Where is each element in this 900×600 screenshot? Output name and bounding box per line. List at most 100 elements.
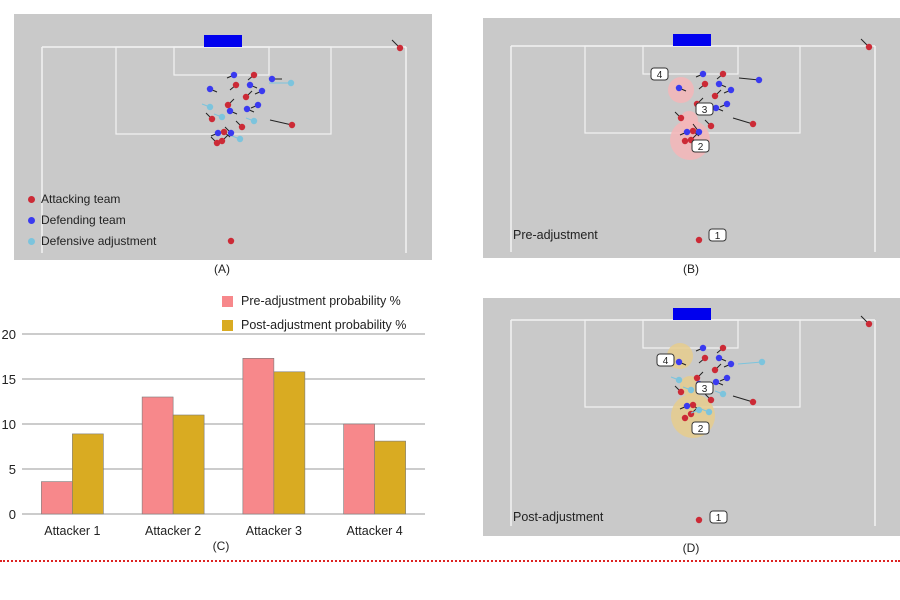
attacker-dot-2 <box>208 115 216 123</box>
attacker-far <box>749 398 757 406</box>
dotted-divider <box>0 560 900 562</box>
pitch-a-svg <box>41 35 407 253</box>
defender-dot-3 <box>723 374 731 382</box>
penalty-box <box>115 46 332 135</box>
danger-zone-3 <box>680 376 700 396</box>
attacker-dot-3 <box>689 401 697 409</box>
bar-post-attacker-3 <box>273 371 306 515</box>
attacker-label-2-box <box>691 139 710 153</box>
adjusted-near-2 <box>695 406 703 414</box>
pre-adjustment-note: Pre-adjustment <box>513 228 598 242</box>
defender-dot-3 <box>723 100 731 108</box>
attacker-far-direction <box>732 117 754 125</box>
attacker-edge <box>213 139 221 147</box>
legend-post-series: Post-adjustment probability % <box>222 318 406 332</box>
bar-pre-attacker-1 <box>41 481 73 515</box>
attacker-dot-4 <box>707 122 715 130</box>
x-tick-label: Attacker 4 <box>346 524 402 538</box>
defender-dot-3 <box>254 101 262 109</box>
six-yard-box <box>642 319 739 349</box>
caption-c: (C) <box>212 539 230 553</box>
pitch-d-svg: 2 3 4 1 <box>510 308 876 526</box>
attacker-deep <box>227 237 235 245</box>
defender-dot-7 <box>727 86 735 94</box>
attacker-label-2-text: 2 <box>698 142 704 153</box>
defender-dot-7 <box>727 360 735 368</box>
defender-dot-5 <box>683 402 691 410</box>
attacker-1 <box>695 516 703 524</box>
defender-dot-6 <box>246 81 254 89</box>
panel-d-pitch: 2 3 4 1 Post-adjustment <box>483 298 900 536</box>
attacker-dot-6 <box>250 71 258 79</box>
adjusted-far <box>287 79 295 87</box>
attacker-dot-0 <box>701 80 709 88</box>
defender-dot-7 <box>258 87 266 95</box>
bar-pre-attacker-4 <box>343 423 375 515</box>
defender-dot-0 <box>675 84 683 92</box>
attacker-label-3-text: 3 <box>702 105 708 116</box>
defender-dot-0 <box>206 85 214 93</box>
panel-b-pitch: 2 3 4 1 Pre-adjustment <box>483 18 900 258</box>
defender-far <box>268 75 276 83</box>
attacker-2 <box>681 137 689 145</box>
y-tick-label: 20 <box>2 327 16 342</box>
adjusted-dot-1 <box>236 135 244 143</box>
attacker-dot-6 <box>719 70 727 78</box>
defender-dot-6 <box>715 80 723 88</box>
legend-adjustment-label: Defensive adjustment <box>41 234 157 248</box>
defender-dot-2 <box>712 104 720 112</box>
adjusted-dot-0 <box>687 386 695 394</box>
caption-a: (A) <box>214 262 230 276</box>
attacker-dot-5 <box>242 93 250 101</box>
attacker-label-1-box <box>708 228 727 242</box>
attacker-label-1-text: 1 <box>715 231 721 242</box>
attacker-dot-2 <box>677 114 685 122</box>
attacker-label-2-box <box>691 421 710 435</box>
pre-series-swatch <box>222 295 233 307</box>
corner-taker <box>865 43 873 51</box>
attacker-dot-0 <box>232 81 240 89</box>
attacker-far-direction <box>732 395 754 403</box>
goal <box>673 308 711 320</box>
attacker-label-1-box <box>709 510 728 524</box>
defender-edge <box>227 129 235 137</box>
corner-taker <box>865 320 873 328</box>
attacker-label-3: 3 <box>695 381 714 395</box>
attacker-label-4-text: 4 <box>657 70 663 81</box>
adjusted-far <box>758 358 766 366</box>
attacker-label-4: 4 <box>656 353 675 367</box>
defender-dot-2 <box>712 378 720 386</box>
goal <box>673 34 711 46</box>
legend-defending: Defending team <box>28 213 126 227</box>
attacker-label-3-text: 3 <box>702 384 708 395</box>
attacker-label-4: 4 <box>650 67 669 81</box>
attacker-far <box>288 121 296 129</box>
defender-dot-1 <box>699 344 707 352</box>
bar-post-attacker-1 <box>72 433 104 515</box>
adjusted-dot-3 <box>206 103 214 111</box>
defender-dot-1 <box>230 71 238 79</box>
adjusted-dot-2 <box>719 390 727 398</box>
post-series-swatch <box>222 319 233 331</box>
post-adjustment-note: Post-adjustment <box>513 510 604 524</box>
attacker-label-4-text: 4 <box>663 356 669 367</box>
adjusted-dot-0 <box>218 113 226 121</box>
attacker-label-4-box <box>656 353 675 367</box>
attacker-dot-4 <box>238 123 246 131</box>
legend-attacking: Attacking team <box>28 192 120 206</box>
defender-dot-1 <box>699 70 707 78</box>
attacker-label-3: 3 <box>695 102 714 116</box>
defending-dot-icon <box>28 216 35 224</box>
attacker-label-1: 1 <box>709 510 728 524</box>
y-tick-label: 0 <box>9 507 16 522</box>
attacker-label-3-box <box>695 381 714 395</box>
defender-dot-2 <box>243 105 251 113</box>
adjustment-dot-icon <box>28 237 35 245</box>
bar-pre-attacker-3 <box>242 358 275 515</box>
x-tick-label: Attacker 1 <box>44 524 100 538</box>
attacker-dot-2 <box>677 388 685 396</box>
bar-pre-attacker-2 <box>141 396 174 515</box>
attacker-dot-0 <box>701 354 709 362</box>
x-tick-label: Attacker 3 <box>246 524 302 538</box>
attacker-label-2-text: 2 <box>698 424 704 435</box>
